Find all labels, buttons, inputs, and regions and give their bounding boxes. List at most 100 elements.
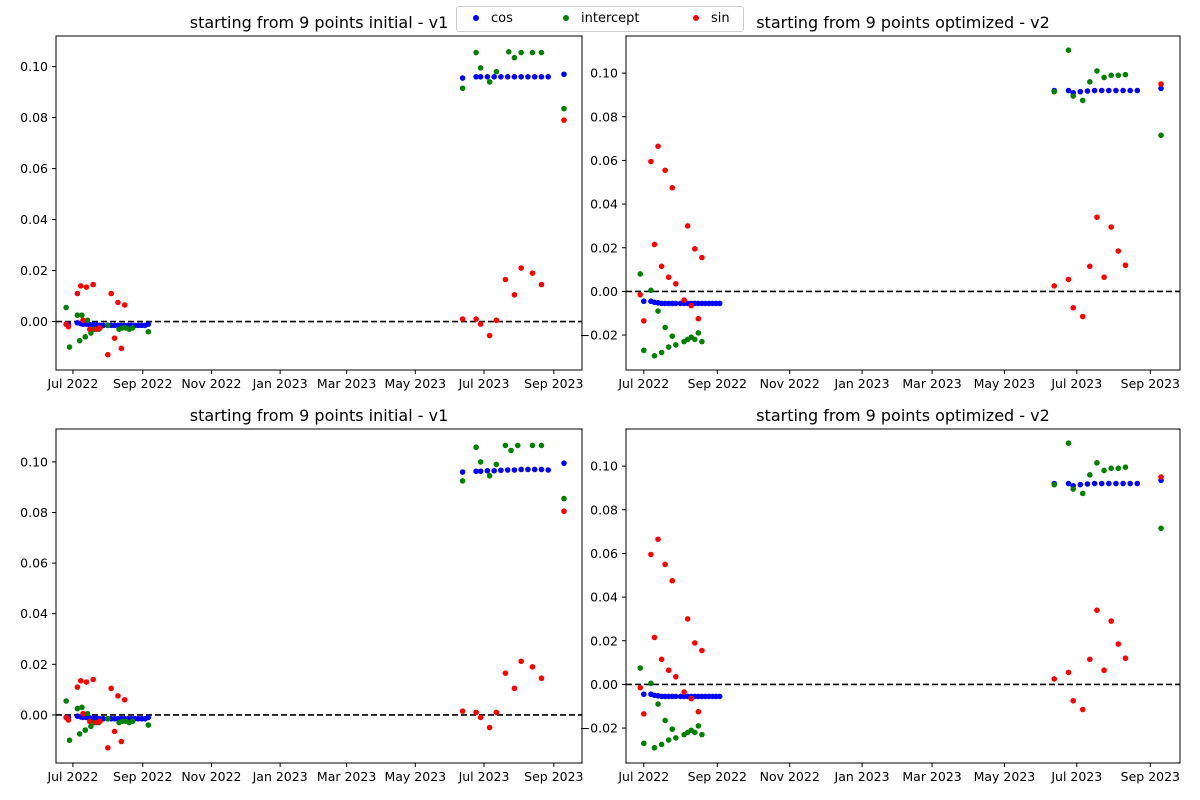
- y-tick-label: 0.06: [590, 153, 618, 168]
- point-intercept: [486, 79, 493, 85]
- series-cos: [63, 71, 567, 329]
- point-cos: [518, 73, 524, 80]
- x-tick-label: Sep 2023: [1121, 376, 1180, 391]
- point-intercept: [648, 287, 654, 294]
- point-intercept: [665, 344, 672, 350]
- point-sin: [105, 351, 111, 358]
- point-intercept: [105, 322, 111, 329]
- point-sin: [108, 290, 114, 297]
- point-sin: [655, 536, 661, 543]
- point-cos: [1098, 87, 1105, 94]
- point-cos: [538, 73, 545, 80]
- legend-label-sin: sin: [711, 11, 730, 26]
- point-cos: [673, 300, 679, 307]
- point-sin: [1094, 214, 1100, 220]
- x-tick-label: Mar 2023: [317, 376, 376, 391]
- subplot-4: starting from 9 points optimized - v2 Jul…: [580, 406, 1181, 784]
- point-intercept: [1094, 68, 1100, 74]
- x-tick-label: Nov 2022: [760, 376, 820, 391]
- point-sin: [65, 323, 72, 330]
- point-intercept: [1070, 93, 1077, 99]
- legend-label-cos: cos: [491, 11, 513, 26]
- point-intercept: [145, 328, 152, 335]
- series-cos: [640, 85, 1164, 307]
- point-intercept: [1158, 132, 1164, 139]
- point-cos: [477, 73, 484, 80]
- point-sin: [658, 263, 665, 270]
- point-sin: [684, 223, 691, 229]
- point-sin: [673, 280, 679, 287]
- point-intercept: [486, 473, 493, 479]
- point-sin: [695, 708, 702, 715]
- point-intercept: [699, 731, 705, 738]
- point-sin: [637, 684, 644, 691]
- point-sin: [651, 634, 658, 641]
- point-sin: [83, 679, 90, 685]
- point-cos: [498, 73, 504, 80]
- point-intercept: [63, 698, 69, 704]
- point-sin: [86, 718, 93, 725]
- point-sin: [1070, 304, 1077, 311]
- point-cos: [538, 466, 545, 473]
- point-sin: [486, 724, 493, 731]
- subplot-title: starting from 9 points initial - v1: [190, 13, 449, 32]
- point-intercept: [1158, 525, 1164, 532]
- series-sin: [637, 474, 1164, 717]
- point-sin: [1087, 263, 1093, 270]
- series-intercept: [63, 49, 567, 350]
- point-intercept: [529, 442, 536, 449]
- point-sin: [1108, 618, 1114, 624]
- series-cos: [640, 477, 1164, 700]
- point-sin: [97, 325, 103, 331]
- point-intercept: [1108, 465, 1114, 472]
- point-intercept: [493, 68, 500, 75]
- series-cos: [63, 460, 567, 722]
- x-tick-label: Jan 2023: [834, 376, 890, 391]
- x-tick-label: Jul 2022: [46, 376, 98, 391]
- point-cos: [511, 73, 518, 80]
- subplot-title: starting from 9 points optimized - v2: [756, 406, 1050, 425]
- point-intercept: [76, 337, 83, 344]
- point-sin: [477, 321, 484, 327]
- point-intercept: [665, 737, 672, 743]
- x-tick-label: Nov 2022: [760, 769, 820, 784]
- point-intercept: [695, 330, 702, 336]
- point-sin: [1158, 474, 1164, 480]
- point-sin: [658, 656, 665, 663]
- series-sin: [63, 508, 567, 751]
- point-sin: [80, 317, 86, 324]
- point-intercept: [655, 308, 661, 314]
- point-intercept: [673, 735, 679, 741]
- point-sin: [699, 647, 705, 654]
- point-cos: [1084, 481, 1091, 487]
- legend-item-cos: cos: [473, 11, 513, 26]
- point-intercept: [637, 665, 644, 671]
- point-sin: [1115, 248, 1122, 254]
- point-cos: [484, 467, 491, 474]
- point-intercept: [538, 442, 545, 449]
- axes-frame: [625, 428, 1181, 764]
- point-cos: [511, 467, 518, 473]
- point-cos: [1106, 87, 1112, 94]
- point-intercept: [82, 334, 89, 340]
- legend-marker-intercept: [563, 14, 569, 21]
- point-sin: [518, 265, 524, 271]
- point-sin: [1115, 641, 1122, 647]
- y-tick-label: 0.10: [590, 66, 618, 81]
- x-tick-label: Sep 2022: [113, 376, 172, 391]
- point-sin: [108, 685, 114, 692]
- point-sin: [637, 291, 644, 298]
- point-cos: [491, 467, 497, 474]
- axes-frame: [55, 35, 583, 371]
- point-sin: [518, 658, 524, 665]
- point-cos: [1120, 480, 1126, 487]
- x-tick-label: Nov 2022: [181, 376, 241, 391]
- point-sin: [486, 332, 493, 339]
- point-intercept: [518, 49, 524, 56]
- x-tick-label: May 2023: [974, 376, 1036, 391]
- y-tick-label: 0.06: [590, 546, 618, 561]
- legend-item-intercept: intercept: [563, 11, 640, 26]
- point-sin: [77, 677, 84, 684]
- y-tick-label: 0.00: [20, 707, 48, 722]
